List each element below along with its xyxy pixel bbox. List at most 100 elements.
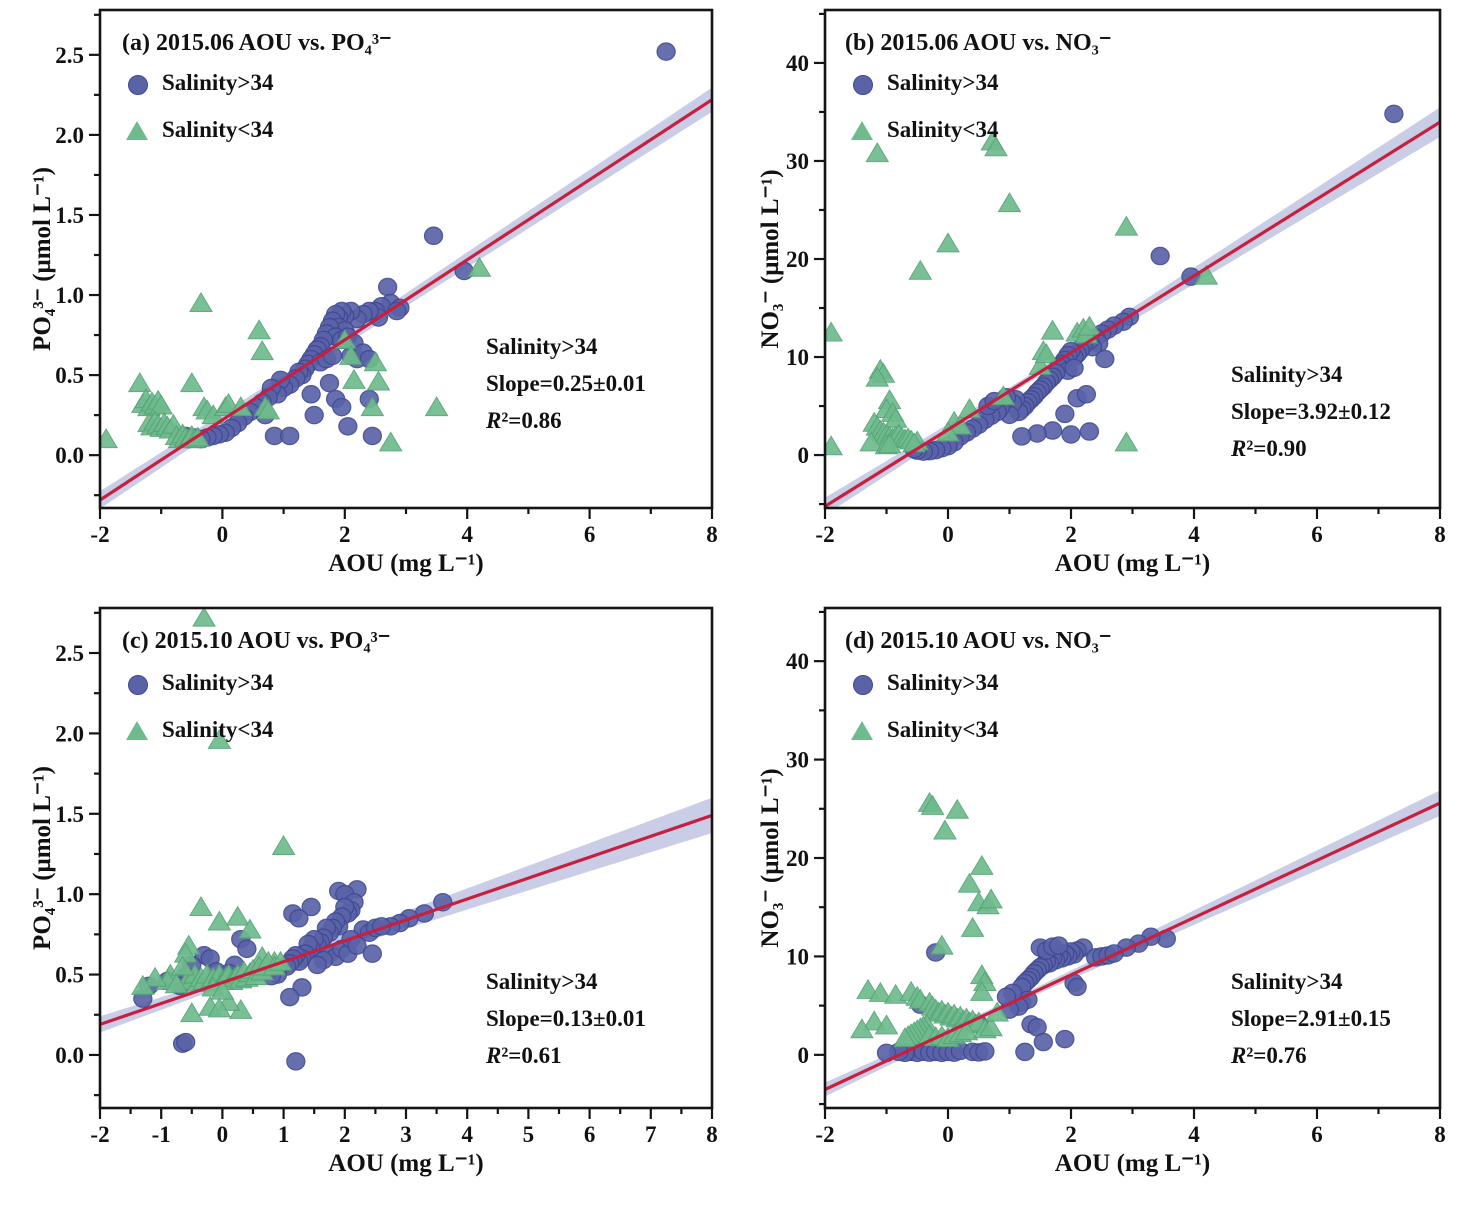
data-point-salinity-gt34	[1067, 977, 1087, 997]
x-tick-label: 4	[461, 1122, 473, 1147]
y-tick-label: 0	[798, 1043, 810, 1068]
data-point-salinity-lt34	[467, 256, 492, 277]
y-tick-label: 30	[786, 149, 809, 174]
data-point-salinity-lt34	[250, 340, 275, 361]
data-point-salinity-lt34	[1194, 264, 1219, 285]
data-point-salinity-gt34	[975, 1042, 995, 1061]
panel-c-fit-annotation: Salinity>34 Slope=0.13±0.01 R²=0.61	[486, 963, 646, 1074]
panel-d-x-axis-label: AOU (mg L⁻¹)	[1054, 1150, 1211, 1177]
data-point-salinity-lt34	[1034, 343, 1059, 364]
x-tick-label: 6	[584, 522, 596, 547]
panel-c-annotation-slope: Slope=0.13±0.01	[486, 1006, 646, 1031]
x-tick-label: 4	[1188, 1122, 1200, 1147]
x-tick-label: 6	[1311, 522, 1323, 547]
regression-line	[100, 813, 712, 1026]
y-tick-label: 20	[786, 247, 809, 272]
panel-b-title: (b) 2015.06 AOU vs. NO₃⁻	[845, 30, 1112, 56]
y-tick-label: 2.5	[55, 641, 84, 666]
data-point-salinity-lt34	[865, 366, 890, 387]
data-point-salinity-lt34	[920, 794, 945, 815]
data-point-salinity-gt34	[286, 1052, 306, 1071]
fit-line-layer	[825, 120, 1440, 508]
data-point-salinity-gt34	[1015, 1042, 1035, 1062]
data-point-salinity-lt34	[929, 934, 954, 955]
data-point-salinity-gt34	[1150, 246, 1170, 266]
panel-d-legend-label-gt34: Salinity>34	[887, 670, 999, 695]
fit-line-layer	[100, 813, 712, 1026]
data-point-salinity-lt34	[149, 394, 174, 415]
data-point-salinity-gt34	[332, 397, 352, 417]
panel-a-x-axis-label: AOU (mg L⁻¹)	[328, 550, 484, 577]
y-tick-label: 0.0	[55, 1043, 84, 1068]
x-tick-label: 4	[461, 522, 473, 547]
data-point-salinity-gt34	[1055, 1029, 1075, 1049]
data-point-salinity-lt34	[189, 292, 213, 313]
y-tick-label: 1.0	[55, 882, 84, 907]
panel-a-legend-label-gt34: Salinity>34	[162, 70, 274, 95]
x-tick-label: 3	[400, 1122, 412, 1147]
data-point-salinity-lt34	[170, 955, 195, 976]
y-tick-label: 20	[786, 846, 809, 871]
data-point-salinity-lt34	[339, 344, 363, 365]
data-point-salinity-gt34	[322, 346, 343, 366]
x-tick-label: -2	[90, 1122, 109, 1147]
panel-b-y-axis-label: NO₃⁻ (μmol L⁻¹)	[757, 169, 784, 349]
panel-c-legend-triangle-marker	[126, 721, 148, 740]
data-point-salinity-lt34	[979, 1016, 1003, 1037]
data-point-salinity-lt34	[225, 905, 250, 926]
data-point-salinity-lt34	[179, 372, 204, 393]
data-point-salinity-gt34	[1079, 422, 1100, 441]
data-point-salinity-gt34	[656, 42, 676, 61]
data-point-salinity-lt34	[1040, 319, 1065, 340]
data-point-salinity-gt34	[1012, 427, 1032, 446]
x-tick-label: 6	[584, 1122, 596, 1147]
data-point-salinity-gt34	[301, 897, 321, 917]
data-point-salinity-lt34	[954, 1020, 979, 1041]
data-point-salinity-gt34	[304, 405, 324, 425]
panel-a-title: (a) 2015.06 AOU vs. PO₄³⁻	[122, 30, 392, 56]
panel-a-legend-circle-marker	[128, 75, 148, 95]
data-point-salinity-lt34	[868, 981, 893, 1002]
panel-a-legend-triangle-marker	[126, 121, 148, 140]
x-tick-label: 2	[339, 1122, 351, 1147]
panel-a-legend-label-lt34: Salinity<34	[162, 117, 274, 142]
x-tick-label: 2	[1065, 1122, 1077, 1147]
data-point-salinity-gt34	[1095, 349, 1115, 369]
axes-layer: -2 0 2 4 6 8 0 10 20 30 40	[786, 8, 1446, 547]
data-point-salinity-lt34	[378, 431, 403, 452]
scatter-layer	[850, 791, 1176, 1063]
panel-c-legend-label-gt34: Salinity>34	[162, 670, 274, 695]
data-point-salinity-lt34	[865, 142, 890, 163]
axes-layer: -2 0 2 4 6 8 0.0 0.5 1.0 1.5 2.0 2.5	[55, 8, 718, 547]
data-point-salinity-lt34	[207, 997, 232, 1018]
y-tick-label: 1.5	[55, 802, 84, 827]
panel-a-plot: -2 0 2 4 6 8 0.0 0.5 1.0 1.5 2.0 2.5	[55, 8, 718, 547]
y-tick-label: 40	[786, 51, 809, 76]
panel-a-annotation-slope: Slope=0.25±0.01	[486, 371, 646, 396]
data-point-salinity-lt34	[271, 834, 296, 855]
y-tick-label: 2.0	[55, 123, 84, 148]
data-point-salinity-gt34	[280, 426, 300, 446]
data-point-salinity-lt34	[179, 1002, 204, 1023]
data-point-salinity-gt34	[176, 1032, 196, 1052]
data-point-salinity-lt34	[859, 431, 884, 452]
data-point-salinity-lt34	[366, 370, 391, 391]
panel-b-legend-label-lt34: Salinity<34	[887, 117, 999, 142]
data-point-salinity-lt34	[825, 321, 844, 342]
data-point-salinity-lt34	[960, 916, 985, 937]
panel-d-plot: -2 0 2 4 6 8 0 10 20 30 40	[786, 606, 1446, 1147]
axes-layer: -2 -1 0 1 2 3 4 5 6 7 8 0.0 0.5 1.0 1.5 2.0 2.5	[55, 606, 718, 1147]
data-point-salinity-lt34	[1077, 315, 1102, 336]
panel-b-legend-label-gt34: Salinity>34	[887, 70, 999, 95]
panel-d-annotation-slope: Slope=2.91±0.15	[1231, 1006, 1391, 1031]
x-tick-label: -1	[152, 1122, 171, 1147]
regression-line	[825, 120, 1440, 508]
data-point-salinity-lt34	[192, 608, 216, 627]
regression-line	[100, 98, 712, 502]
y-tick-label: 10	[786, 944, 809, 969]
data-point-salinity-gt34	[289, 909, 309, 928]
data-point-salinity-gt34	[1064, 358, 1084, 378]
panel-c-annotation-r2: R²=0.61	[486, 1043, 562, 1068]
data-point-salinity-lt34	[238, 918, 262, 939]
data-point-salinity-lt34	[957, 872, 982, 893]
